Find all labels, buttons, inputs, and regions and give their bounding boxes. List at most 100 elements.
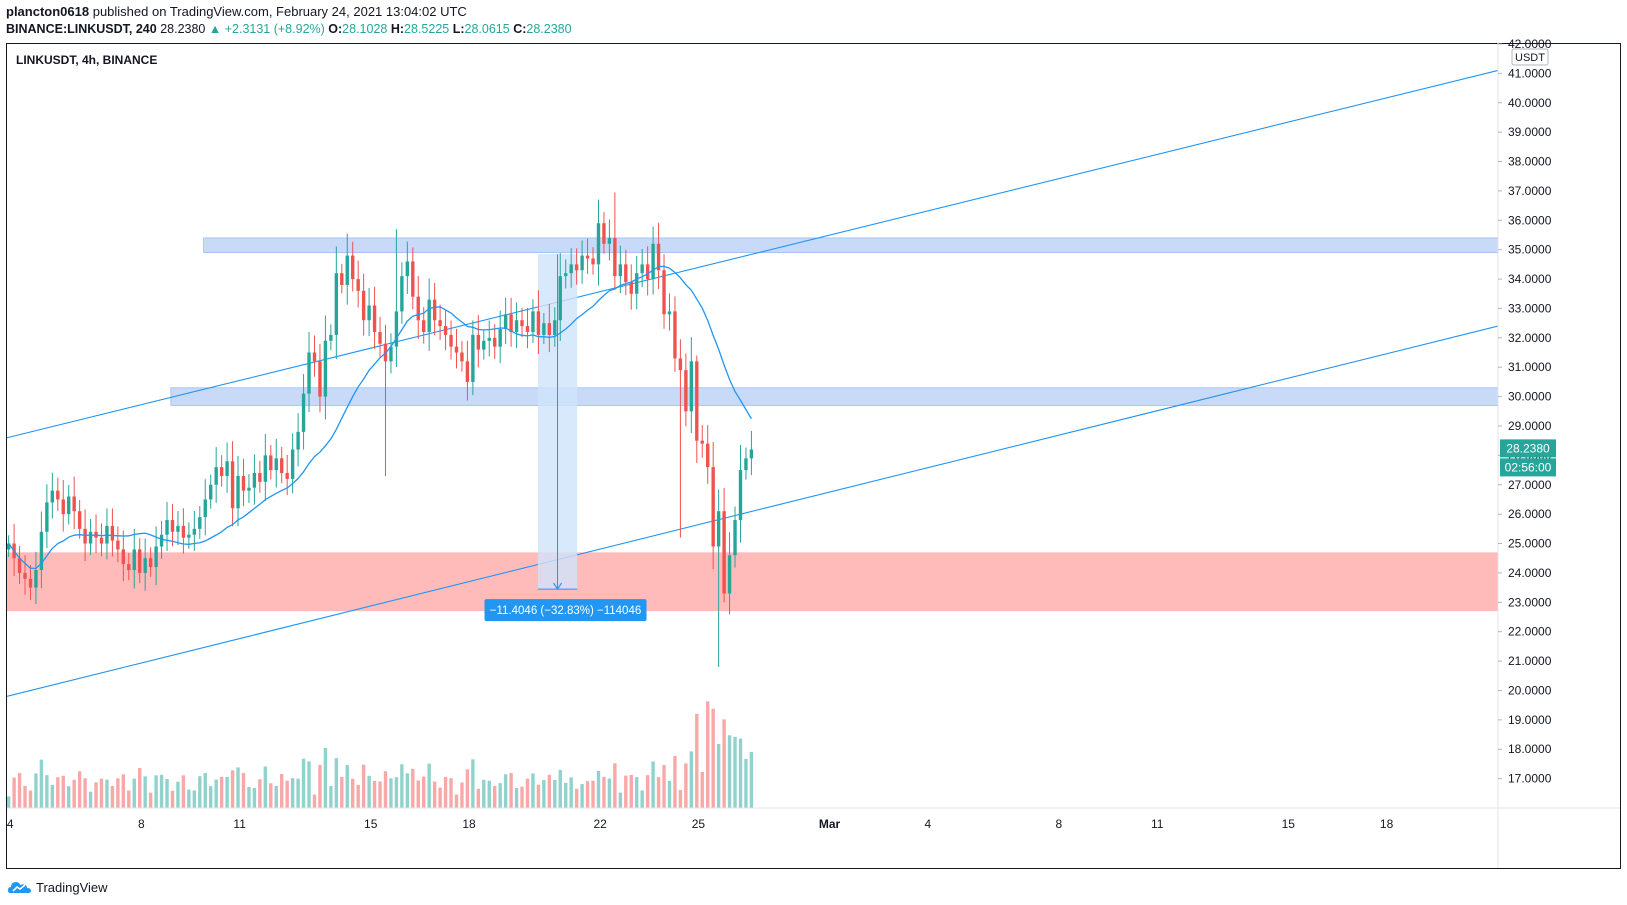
candle-body[interactable] (716, 511, 721, 547)
candle-body[interactable] (378, 331, 382, 344)
candle-body[interactable] (574, 264, 579, 271)
candle-body[interactable] (738, 470, 743, 521)
candle-body[interactable] (50, 490, 55, 503)
candle-body[interactable] (422, 320, 426, 332)
candle-body[interactable] (214, 467, 218, 485)
candle-body[interactable] (285, 473, 289, 479)
candle-body[interactable] (159, 534, 164, 547)
candle-body[interactable] (274, 458, 278, 471)
candle-body[interactable] (258, 473, 262, 482)
candle-body[interactable] (547, 323, 552, 335)
candle-body[interactable] (340, 273, 344, 285)
candle-body[interactable] (695, 361, 699, 441)
candle-body[interactable] (236, 475, 240, 509)
candle-body[interactable] (482, 340, 486, 350)
moving-average-line[interactable] (8, 265, 752, 570)
candle-body[interactable] (72, 496, 76, 512)
candle-body[interactable] (127, 564, 131, 570)
candle-body[interactable] (700, 440, 704, 444)
candle-body[interactable] (247, 487, 251, 491)
chart-frame[interactable] (6, 43, 1621, 869)
candle-body[interactable] (749, 449, 754, 459)
candle-body[interactable] (280, 458, 284, 474)
candle-body[interactable] (170, 520, 175, 532)
candle-body[interactable] (23, 572, 27, 579)
candle-body[interactable] (509, 314, 513, 332)
candle-body[interactable] (487, 337, 491, 341)
candle-body[interactable] (225, 461, 229, 476)
candle-body[interactable] (28, 578, 33, 588)
candle-body[interactable] (569, 264, 573, 274)
candle-body[interactable] (88, 531, 93, 544)
candle-body[interactable] (629, 282, 633, 294)
candle-body[interactable] (154, 546, 158, 568)
candle-body[interactable] (438, 320, 442, 327)
candle-body[interactable] (744, 458, 748, 471)
candle-body[interactable] (290, 449, 295, 479)
candle-body[interactable] (449, 334, 453, 347)
candle-body[interactable] (17, 558, 22, 573)
candle-body[interactable] (536, 311, 541, 335)
candle-body[interactable] (67, 496, 71, 515)
candle-body[interactable] (39, 531, 44, 570)
candle-body[interactable] (345, 255, 349, 285)
candle-body[interactable] (427, 299, 431, 332)
candle-body[interactable] (110, 525, 115, 541)
candle-body[interactable] (307, 352, 311, 394)
candle-body[interactable] (591, 258, 595, 265)
candle-body[interactable] (525, 326, 530, 332)
candle-body[interactable] (83, 528, 87, 544)
resistance-zone[interactable] (170, 387, 1499, 406)
candle-body[interactable] (635, 273, 639, 294)
candle-body[interactable] (312, 352, 317, 362)
candle-body[interactable] (356, 279, 360, 291)
candle-body[interactable] (733, 520, 737, 556)
candle-body[interactable] (613, 237, 617, 277)
candle-body[interactable] (542, 323, 546, 335)
publisher-name[interactable]: plancton0618 (6, 4, 90, 19)
candle-body[interactable] (645, 264, 650, 280)
candle-body[interactable] (711, 467, 715, 547)
candle-body[interactable] (503, 314, 508, 330)
candle-body[interactable] (651, 243, 655, 280)
candle-body[interactable] (471, 334, 475, 382)
last-price-tag[interactable] (1500, 439, 1556, 458)
candle-body[interactable] (187, 534, 191, 538)
candle-body[interactable] (296, 431, 300, 450)
candle-body[interactable] (678, 358, 683, 371)
candle-body[interactable] (727, 555, 732, 594)
candle-body[interactable] (361, 290, 366, 321)
candle-body[interactable] (400, 276, 404, 312)
candle-body[interactable] (121, 549, 126, 565)
candle-body[interactable] (6, 543, 11, 550)
channel-trendline[interactable] (6, 325, 1499, 697)
candle-body[interactable] (624, 264, 628, 283)
candle-body[interactable] (602, 223, 606, 244)
candle-body[interactable] (77, 511, 82, 529)
support-zone[interactable] (7, 552, 1498, 612)
candle-body[interactable] (148, 558, 153, 568)
candle-body[interactable] (176, 525, 180, 532)
candle-body[interactable] (411, 261, 415, 297)
candle-body[interactable] (689, 361, 694, 412)
footer-logo[interactable]: TradingView (8, 879, 108, 895)
candle-body[interactable] (209, 484, 213, 500)
candle-body[interactable] (558, 276, 562, 321)
candle-body[interactable] (230, 461, 235, 509)
candle-body[interactable] (460, 352, 464, 362)
candle-body[interactable] (367, 305, 371, 321)
candle-body[interactable] (143, 558, 147, 573)
candle-body[interactable] (372, 305, 377, 332)
candle-body[interactable] (662, 270, 666, 315)
candle-body[interactable] (640, 264, 644, 274)
candle-body[interactable] (443, 326, 448, 335)
candle-body[interactable] (673, 311, 677, 359)
candle-body[interactable] (165, 520, 169, 535)
candle-body[interactable] (181, 525, 186, 538)
candle-body[interactable] (389, 346, 393, 362)
candle-body[interactable] (132, 549, 136, 570)
candle-body[interactable] (416, 296, 420, 321)
candle-body[interactable] (198, 517, 202, 529)
candle-body[interactable] (476, 334, 481, 350)
